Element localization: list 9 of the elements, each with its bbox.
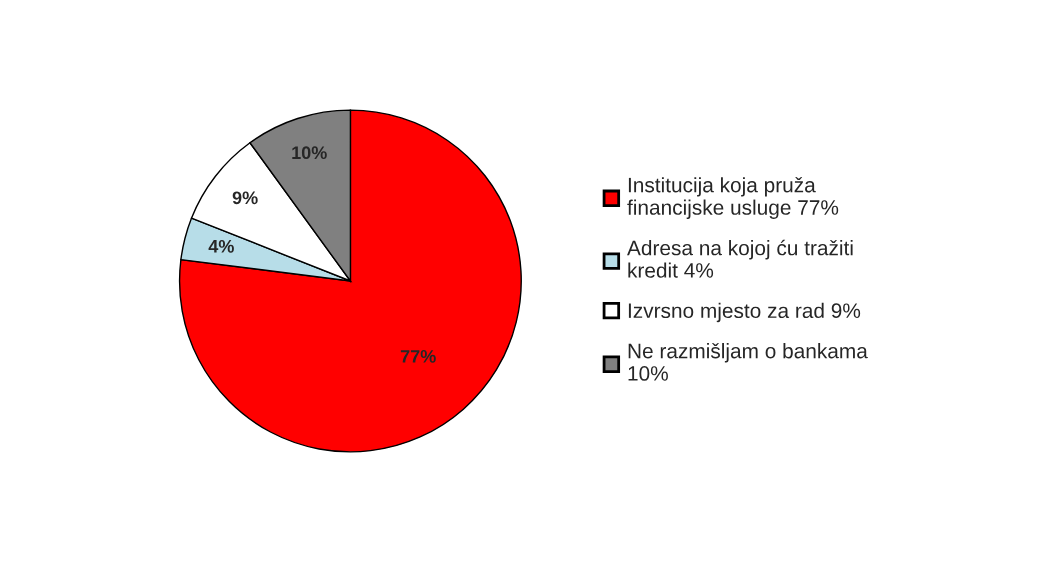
- data-label: 4%: [208, 239, 234, 253]
- data-label: 10%: [292, 146, 327, 160]
- legend-label: Adresa na kojoj ću tražiti kredit 4%: [627, 239, 853, 278]
- legend-label: Izvrsno mjesto za rad 9%: [628, 302, 861, 323]
- legend-label: Institucija koja pruža financijske usluge 77%: [627, 177, 839, 219]
- data-label: 9%: [232, 191, 258, 205]
- data-label: 77%: [400, 350, 436, 363]
- pie-slice: [178, 109, 522, 453]
- legend-label: Ne razmišljam o bankama 10%: [628, 343, 868, 381]
